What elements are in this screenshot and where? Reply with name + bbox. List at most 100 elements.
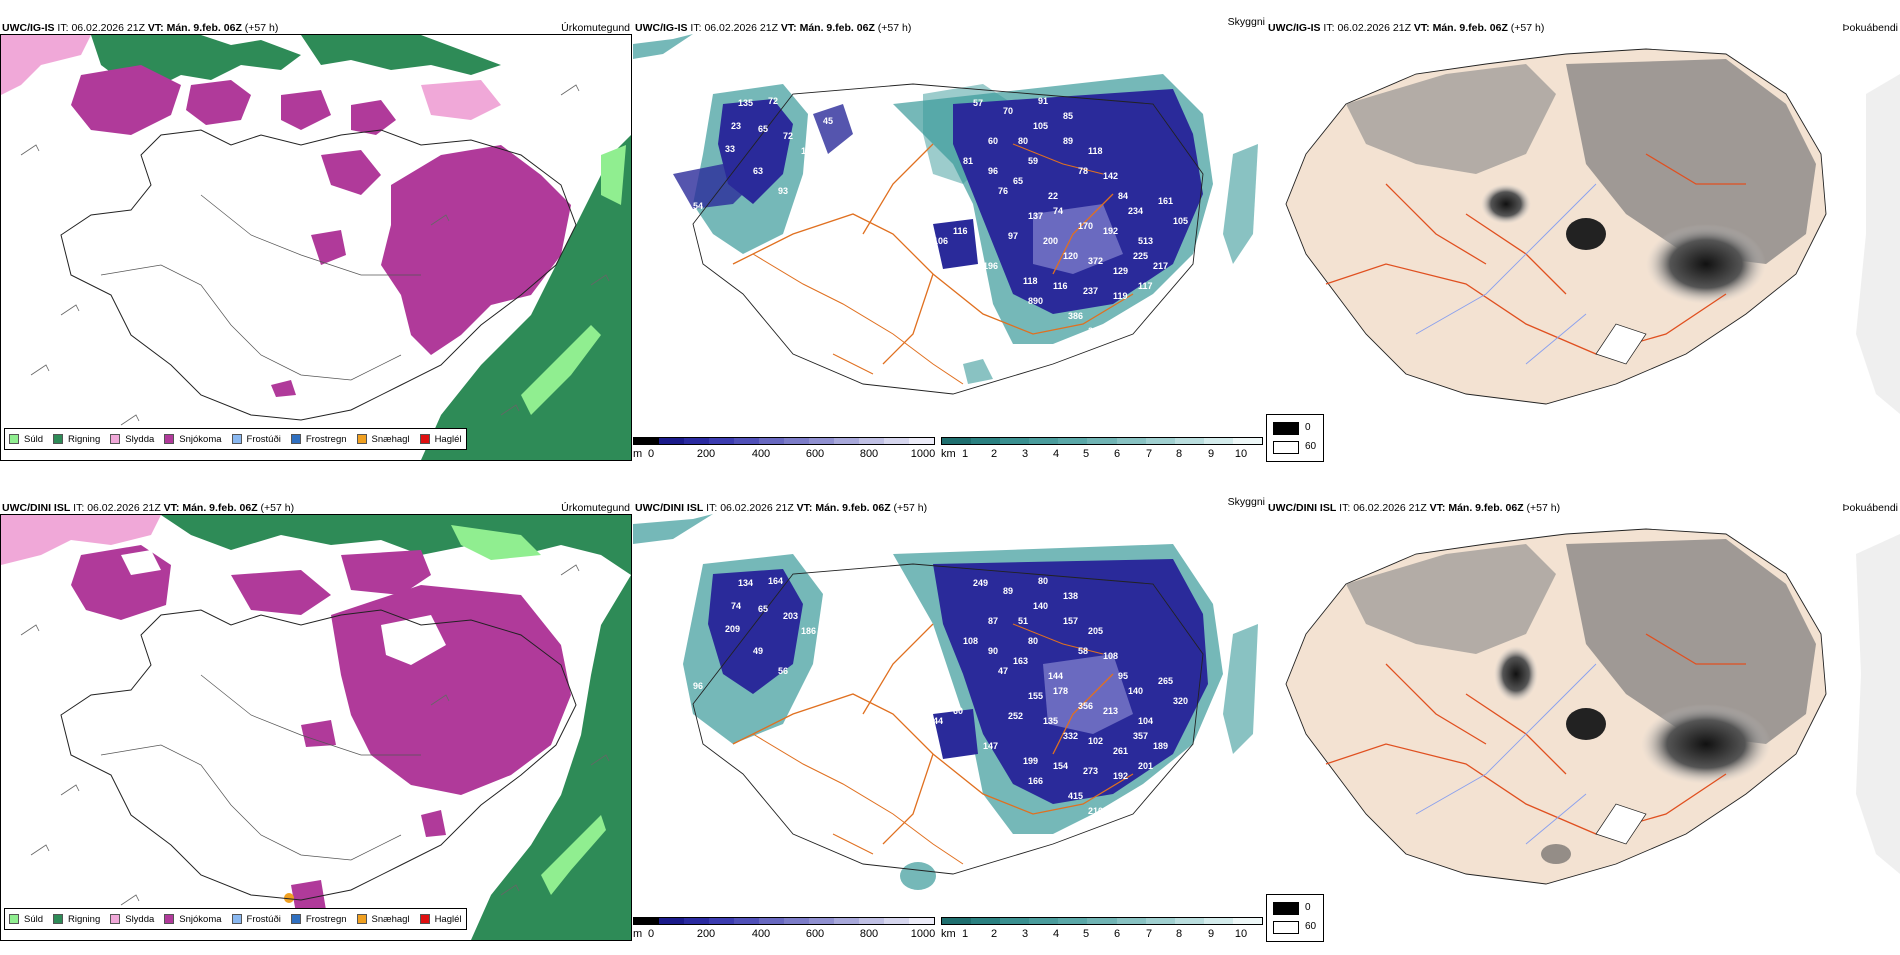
colorbar-visibility-strip: [941, 437, 1263, 445]
visibility-label: 44: [933, 716, 943, 726]
colorbar-segment: [1174, 918, 1204, 924]
visibility-label: 49: [753, 646, 763, 656]
visibility-label: 200: [1043, 236, 1058, 246]
precip-legend: Súld Rigning Slydda Snjókoma Frostúði Fr…: [4, 428, 467, 450]
colorbar-visibility-strip: [941, 917, 1263, 925]
visibility-label: 120: [1063, 251, 1078, 261]
colorbar-visibility: km 1 2 3 4 5 6 7 8 9 10: [941, 437, 1263, 467]
panel-title: Úrkomutegund: [561, 22, 630, 34]
colorbar-segment: [684, 438, 709, 444]
visibility-label: 209: [725, 624, 740, 634]
colorbar-segment: [834, 918, 859, 924]
colorbar-segment: [684, 918, 709, 924]
colorbar-height-strip: [633, 917, 935, 925]
precip-map: Súld Rigning Slydda Snjókoma Frostúði Fr…: [0, 34, 632, 461]
tick: 200: [696, 928, 716, 940]
precip-legend: Súld Rigning Slydda Snjókoma Frostúði Fr…: [4, 908, 467, 930]
visibility-label: 261: [1113, 746, 1128, 756]
tick: 0: [647, 928, 655, 940]
precip-map: Súld Rigning Slydda Snjókoma Frostúði Fr…: [0, 514, 632, 941]
colorbar-segment: [1232, 438, 1263, 444]
visibility-label: 45: [823, 116, 833, 126]
fog-swatch-high: [1273, 422, 1299, 435]
colorbar-segment: [734, 438, 759, 444]
legend-slydda: Slydda: [110, 434, 154, 445]
colorbar-segment: [1058, 438, 1088, 444]
visibility-label: 205: [1088, 626, 1103, 636]
visibility-label: 108: [963, 636, 978, 646]
visibility-label: 890: [1028, 296, 1043, 306]
visibility-label: 117: [1138, 281, 1153, 291]
colorbar-segment: [1029, 438, 1059, 444]
legend-slydda: Slydda: [110, 914, 154, 925]
tick: 3: [1021, 928, 1029, 940]
visibility-label: 116: [1053, 281, 1068, 291]
tick: 1000: [910, 928, 936, 940]
visibility-label: 70: [1003, 106, 1013, 116]
tick: 7: [1145, 928, 1153, 940]
tick: 2: [990, 928, 998, 940]
fog-map: [1266, 34, 1900, 454]
visibility-label: 201: [1138, 761, 1153, 771]
colorbar-unit-km: km: [941, 448, 956, 460]
visibility-label: 72: [768, 96, 778, 106]
tick: 10: [1234, 448, 1248, 460]
colorbar-segment: [634, 918, 659, 924]
colorbar-segment: [1116, 438, 1146, 444]
visibility-label: 157: [1063, 616, 1078, 626]
visibility-label: 23: [731, 121, 741, 131]
colorbar-segment: [1029, 918, 1059, 924]
visibility-label: 134: [738, 578, 753, 588]
fog-label-high: 0: [1305, 902, 1311, 913]
visibility-label: 105: [1173, 216, 1188, 226]
visibility-label: 203: [783, 611, 798, 621]
colorbar-segment: [1232, 918, 1263, 924]
visibility-label: 216: [1088, 326, 1103, 336]
visibility-label: 164: [768, 576, 783, 586]
colorbar-segment: [942, 918, 972, 924]
colorbar-segment: [659, 918, 684, 924]
visibility-label: 170: [1078, 221, 1093, 231]
precip-map-svg: [1, 515, 631, 940]
visibility-label: 96: [988, 166, 998, 176]
colorbar-unit-km: km: [941, 928, 956, 940]
tick: 3: [1021, 448, 1029, 460]
visibility-label: 85: [1063, 111, 1073, 121]
colorbar-segment: [942, 438, 972, 444]
fog-swatch-low: [1273, 921, 1299, 934]
colorbar-segment: [809, 918, 834, 924]
fog-map-svg: [1266, 514, 1900, 934]
visibility-label: 54: [693, 201, 703, 211]
panel-title: Skyggni: [1227, 496, 1265, 508]
visibility-label: 116: [953, 226, 968, 236]
colorbar-segment: [1174, 438, 1204, 444]
tick: 4: [1052, 448, 1060, 460]
colorbar-segment: [659, 438, 684, 444]
fog-swatch-high: [1273, 902, 1299, 915]
visibility-panel: UWC/DINI ISL IT: 06.02.2026 21Z VT: Mán.…: [633, 480, 1265, 955]
fog-label-low: 60: [1305, 441, 1317, 452]
visibility-label: 58: [1078, 646, 1088, 656]
visibility-label: 108: [1103, 651, 1118, 661]
tick: 7: [1145, 448, 1153, 460]
tick: 4: [1052, 928, 1060, 940]
colorbar-segment: [1000, 918, 1030, 924]
visibility-label: 118: [1088, 146, 1103, 156]
visibility-label: 186: [801, 626, 816, 636]
visibility-label: 415: [1068, 791, 1083, 801]
panel-header: UWC/DINI ISL IT: 06.02.2026 21Z VT: Mán.…: [635, 502, 928, 514]
colorbar-segment: [909, 438, 934, 444]
visibility-label: 105: [1033, 121, 1048, 131]
visibility-label: 72: [783, 131, 793, 141]
colorbar-height: m 0 200 400 600 800 1000: [633, 917, 935, 947]
visibility-label: 320: [1173, 696, 1188, 706]
visibility-label: 56: [778, 666, 788, 676]
visibility-label: 93: [778, 186, 788, 196]
precip-map-svg: [1, 35, 631, 460]
visibility-label: 87: [988, 616, 998, 626]
visibility-label: 234: [1128, 206, 1143, 216]
visibility-label: 80: [1028, 636, 1038, 646]
legend-snjokoma: Snjókoma: [164, 434, 222, 445]
visibility-label: 192: [1113, 771, 1128, 781]
legend-frostudi: Frostúði: [231, 914, 281, 925]
